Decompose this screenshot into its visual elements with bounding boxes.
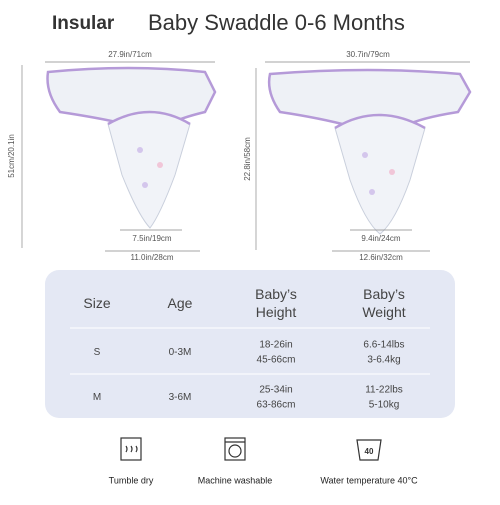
cell-line: Baby’s: [255, 286, 297, 302]
cell-line: Baby’s: [363, 286, 405, 302]
cell-line: 6.6-14lbs: [363, 339, 404, 350]
size-table: Size Age Baby’s Height Baby’s Weight S 0-3M 18-2…: [83, 286, 405, 410]
cell-line: 0-3M: [169, 347, 192, 358]
cell-line: 18-26in: [259, 339, 292, 350]
dimension-label: 9.4in/24cm: [361, 234, 400, 243]
table-cell: 0-3M: [169, 347, 192, 358]
small-swaddle: 27.9in/71cm 51cm/20.1in 7.5in/19cm 11.0i…: [7, 50, 217, 262]
dimension-label: 11.0in/28cm: [131, 253, 174, 262]
table-cell: Age: [168, 295, 193, 311]
cell-line: 3-6.4kg: [367, 354, 400, 365]
dimension-label: 27.9in/71cm: [108, 50, 152, 59]
table-cell: Size: [83, 295, 110, 311]
cell-line: Weight: [362, 304, 405, 320]
cell-line: Size: [83, 295, 110, 311]
table-cell: 6.6-14lbs 3-6.4kg: [363, 339, 404, 365]
cell-line: S: [94, 347, 101, 358]
care-icons: [120, 437, 382, 461]
table-cell: M: [93, 392, 101, 403]
cell-line: M: [93, 392, 101, 403]
brand: Insular: [52, 13, 115, 34]
table-cell: 18-26in 45-66cm: [257, 339, 296, 365]
dimension-label: 22.8in/58cm: [243, 137, 252, 181]
dimension-label: 30.7in/79cm: [346, 50, 390, 59]
cell-line: Height: [256, 304, 297, 320]
cell-line: 45-66cm: [257, 354, 296, 365]
cell-line: 63-86cm: [257, 399, 296, 410]
table-cell: 11-22lbs 5-10kg: [365, 384, 403, 410]
table-cell: Baby’s Height: [255, 286, 297, 320]
cell-line: 3-6M: [169, 392, 192, 403]
dimension-label: 51cm/20.1in: [7, 134, 16, 178]
care-label: Tumble dry: [109, 475, 154, 485]
care-label: Machine washable: [198, 475, 273, 485]
table-panel: [45, 270, 455, 418]
cell-line: 11-22lbs: [365, 384, 403, 395]
large-swaddle: 30.7in/79cm 22.8in/58cm 9.4in/24cm 12.6i…: [243, 50, 472, 262]
cell-line: Age: [168, 295, 193, 311]
table-cell: 3-6M: [169, 392, 192, 403]
care-icon-text: 40: [365, 447, 374, 456]
table-cell: Baby’s Weight: [362, 286, 405, 320]
title: Baby Swaddle 0-6 Months: [148, 10, 405, 35]
dimension-label: 7.5in/19cm: [132, 234, 171, 243]
table-cell: 25-34in 63-86cm: [257, 384, 296, 410]
dimension-label: 12.6in/32cm: [359, 253, 403, 262]
care-label: Water temperature 40°C: [320, 475, 418, 485]
cell-line: 25-34in: [259, 384, 292, 395]
cell-line: 5-10kg: [369, 399, 400, 410]
table-cell: S: [94, 347, 101, 358]
